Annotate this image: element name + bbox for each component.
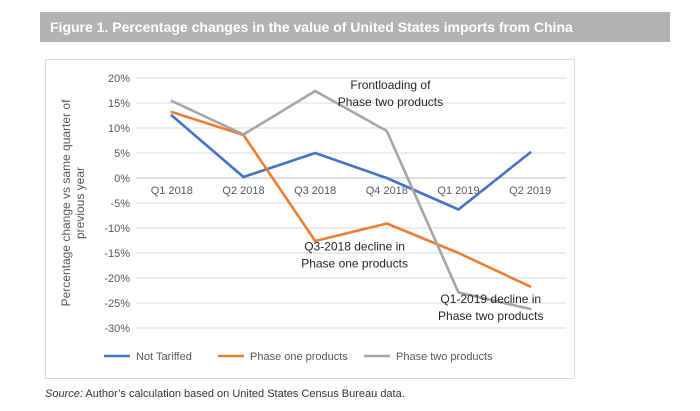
series-line-not-tariffed xyxy=(170,114,532,211)
y-tick-label: -30% xyxy=(104,323,130,335)
legend-label-phase-one-products: Phase one products xyxy=(250,351,348,363)
chart-frame: 20% 15% 10% 5% 0% -5% -10% -15% -20% -25% -30% Per… xyxy=(45,59,575,379)
series-line-phase-two-products xyxy=(170,89,532,311)
y-tick-label: -5% xyxy=(110,198,130,210)
figure-title: Figure 1. Percentage changes in the valu… xyxy=(40,12,670,42)
series-lines xyxy=(170,89,532,311)
annotation-text: Q3-2018 decline in xyxy=(304,240,405,254)
source-text: Author’s calculation based on United Sta… xyxy=(82,388,405,400)
x-tick-label: Q1 2019 xyxy=(437,185,479,197)
y-tick-labels: 20% 15% 10% 5% 0% -5% -10% -15% -20% -25% -30% xyxy=(104,73,130,335)
annotation-text: Phase two products xyxy=(338,95,443,109)
legend-label-not-tariffed: Not Tariffed xyxy=(136,351,192,363)
y-tick-label: -25% xyxy=(104,298,130,310)
source-label: Source: xyxy=(45,388,83,400)
y-tick-label: 15% xyxy=(108,98,130,110)
annotation-text: Frontloading of xyxy=(350,78,431,92)
y-tick-label: -15% xyxy=(104,248,130,260)
annotation-text: Q1-2019 decline in xyxy=(440,292,541,306)
x-tick-labels: Q1 2018 Q2 2018 Q3 2018 Q4 2018 Q1 2019 Q2 20… xyxy=(151,185,552,197)
annotations: Frontloading of Phase two products Q3-2018… xyxy=(301,78,543,323)
line-chart: 20% 15% 10% 5% 0% -5% -10% -15% -20% -25% -30% Per… xyxy=(59,73,566,363)
y-tick-label: 5% xyxy=(114,148,130,160)
x-tick-label: Q2 2019 xyxy=(509,185,551,197)
annotation-text: Phase one products xyxy=(301,257,408,271)
y-tick-label: -10% xyxy=(104,223,130,235)
y-tick-label: 10% xyxy=(108,123,130,135)
series-line-phase-one-products xyxy=(170,110,532,288)
y-tick-label: 20% xyxy=(108,73,130,85)
y-axis-label-line: previous year xyxy=(73,167,87,239)
x-tick-label: Q3 2018 xyxy=(294,185,336,197)
source-note: Source: Author’s calculation based on Un… xyxy=(45,388,405,400)
y-tick-label: 0% xyxy=(114,173,130,185)
x-tick-label: Q2 2018 xyxy=(222,185,264,197)
x-tick-label: Q1 2018 xyxy=(151,185,193,197)
x-tick-label: Q4 2018 xyxy=(366,185,408,197)
legend: Not Tariffed Phase one products Phase two … xyxy=(104,351,493,363)
y-tick-label: -20% xyxy=(104,273,130,285)
legend-label-phase-two-products: Phase two products xyxy=(396,351,493,363)
annotation-text: Phase two products xyxy=(438,309,543,323)
y-axis-label-line: Percentage change vs same quarter of xyxy=(59,99,73,306)
gridlines xyxy=(136,77,566,329)
y-axis-label: Percentage change vs same quarter of prev… xyxy=(59,99,87,306)
